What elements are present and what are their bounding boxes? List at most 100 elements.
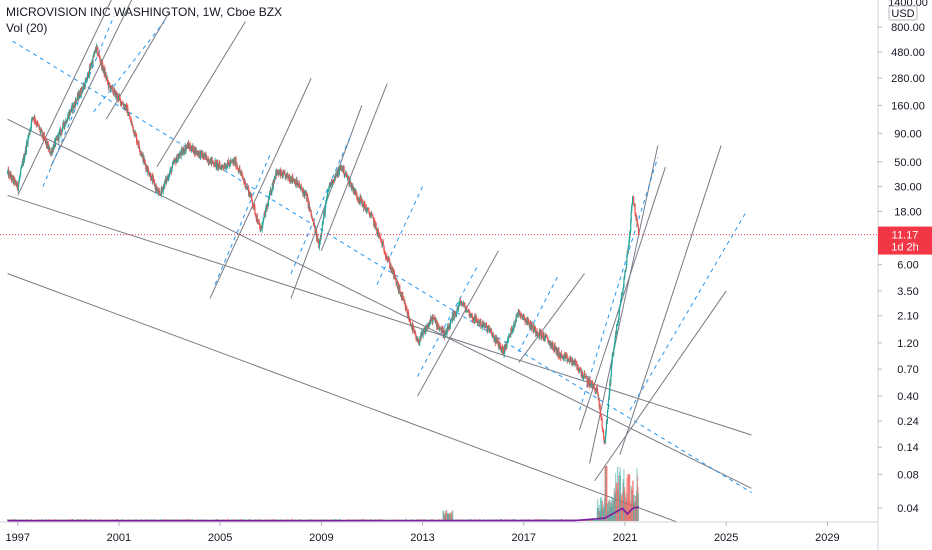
candle-body [132, 124, 134, 127]
candle-body [507, 339, 509, 341]
candle-body [531, 325, 533, 330]
candle-body [424, 328, 427, 334]
candle-body [453, 312, 455, 319]
candle-body [67, 116, 69, 120]
candle-body [28, 132, 30, 137]
drawing-tools-layer[interactable] [7, 0, 752, 531]
candle-body [386, 258, 388, 260]
candle-body [524, 319, 527, 323]
candle-body [347, 177, 350, 178]
candle-body [608, 397, 610, 401]
candle-body [415, 334, 417, 339]
candle-body [335, 173, 337, 174]
candle-body [510, 328, 513, 330]
candle-body [186, 145, 188, 147]
candle-body [224, 167, 226, 169]
candle-body [367, 208, 369, 210]
candle-body [530, 321, 532, 329]
candle-body [506, 340, 509, 342]
candle-body [328, 185, 330, 190]
candle-body [110, 89, 112, 91]
candle-body [534, 326, 536, 329]
candle-body [331, 184, 334, 185]
candle-body [355, 191, 357, 196]
candle-body [419, 339, 421, 343]
candle-body [375, 223, 377, 229]
candle-body [263, 217, 265, 220]
parallel-line [619, 145, 722, 455]
candle-body [261, 225, 263, 230]
candle-body [215, 161, 217, 162]
candle-body [278, 174, 280, 176]
candle-body [454, 312, 456, 314]
y-tick-label: 6.00 [897, 260, 918, 272]
candle-body [544, 338, 546, 341]
candle-body [86, 79, 88, 81]
candle-body [466, 310, 468, 312]
candle-body [455, 314, 457, 315]
candle-body [110, 85, 112, 90]
candle-body [159, 192, 161, 195]
candle-body [118, 96, 120, 100]
candle-body [47, 143, 49, 150]
y-tick-label: 18.00 [894, 206, 922, 218]
candle-body [630, 212, 632, 222]
candle-body [409, 322, 412, 326]
candle-body [620, 299, 622, 301]
candle-body [430, 318, 432, 320]
candle-body [319, 241, 321, 243]
candle-body [251, 201, 254, 206]
candle-body [226, 167, 228, 169]
candle-body [366, 210, 368, 212]
candle-body [85, 80, 87, 82]
candle-body [80, 87, 82, 96]
candle-body [279, 172, 281, 174]
candle-body [252, 205, 254, 207]
candle-body [266, 205, 268, 210]
candle-body [365, 207, 368, 212]
candle-body [79, 90, 81, 96]
candle-body [84, 81, 86, 88]
candle-body [73, 103, 75, 108]
candle-body [160, 187, 162, 196]
candle-body [609, 382, 611, 392]
candle-body [29, 130, 31, 134]
candle-body [120, 101, 123, 105]
parallel-dashed-line [376, 186, 424, 285]
candle-body [626, 250, 628, 256]
candle-body [525, 319, 527, 321]
volume-pane [6, 466, 640, 522]
candle-body [474, 316, 476, 319]
candle-body [602, 429, 604, 431]
candle-body [632, 196, 634, 203]
candle-body [593, 385, 595, 387]
candle-body [585, 376, 588, 379]
candle-body [271, 189, 273, 194]
candle-body [89, 64, 92, 70]
y-tick-label: 0.70 [897, 364, 918, 376]
candle-body [605, 429, 607, 436]
candle-body [13, 179, 15, 184]
candle-body [470, 315, 472, 318]
candle-body [552, 342, 554, 344]
candle-body [614, 336, 616, 343]
candle-body [309, 207, 311, 212]
candle-body [406, 307, 408, 310]
candle-body [503, 353, 505, 356]
candle-body [535, 328, 537, 335]
candle-body [49, 147, 51, 154]
candle-body [44, 138, 47, 142]
candle-body [554, 344, 556, 348]
candle-body [468, 310, 470, 316]
candle-body [539, 330, 541, 333]
y-tick-label: 280.00 [891, 73, 925, 85]
candle-body [503, 348, 505, 356]
candle-body [213, 165, 215, 166]
x-tick-label: 2021 [613, 532, 637, 544]
candle-body [285, 174, 287, 179]
candle-body [102, 68, 104, 70]
candle-body [173, 160, 176, 163]
candle-body [513, 323, 515, 325]
candle-body [72, 104, 74, 111]
